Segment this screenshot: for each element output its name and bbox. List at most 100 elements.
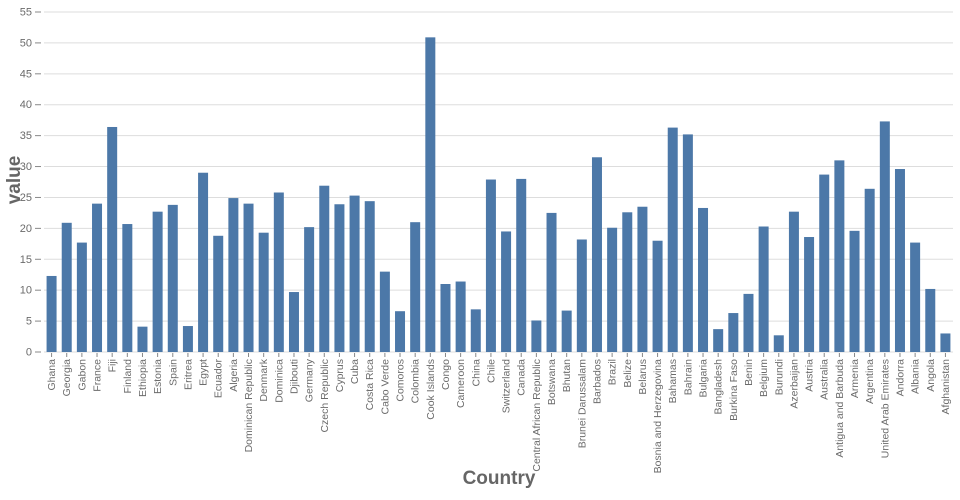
bar [743, 293, 754, 352]
x-tick-label: Dominica [273, 359, 285, 403]
bar [46, 275, 57, 352]
x-tick-label: Burkina Faso [728, 359, 740, 421]
bar [819, 174, 830, 352]
y-tick-label: 30 [20, 161, 32, 173]
x-tick-label: Cameroon [455, 359, 467, 408]
y-tick-label: 10 [20, 285, 32, 297]
bar [591, 157, 602, 352]
x-tick-label: Cyprus [334, 359, 346, 392]
bar [470, 309, 481, 352]
x-tick-label: Finland [122, 359, 134, 394]
x-tick-label: Burundi [773, 359, 785, 395]
x-tick-label: Austria [804, 359, 816, 392]
bar [122, 224, 133, 352]
y-tick-label: 50 [20, 37, 32, 49]
bar [561, 310, 572, 352]
bar [334, 204, 345, 352]
bar [682, 134, 693, 352]
bar [940, 333, 951, 352]
x-tick-label: France [92, 359, 104, 392]
bar [910, 242, 921, 352]
y-tick-label: 0 [26, 347, 32, 359]
x-tick-label: Botswana [546, 359, 558, 405]
x-tick-label: Fiji [107, 359, 119, 372]
bar [182, 326, 193, 352]
x-tick-label: Germany [304, 358, 316, 402]
y-tick-label: 40 [20, 99, 32, 111]
x-tick-label: Andorra [894, 359, 906, 397]
bar [213, 235, 224, 352]
x-tick-label: Cook Islands [425, 359, 437, 420]
bar [92, 203, 103, 352]
bar [516, 178, 527, 352]
x-tick-label: Ghana [46, 359, 58, 391]
bar [410, 222, 421, 352]
x-tick-label: Chile [485, 359, 497, 383]
bar [379, 271, 390, 352]
y-tick-label: 35 [20, 130, 32, 142]
x-tick-label: Angola [925, 359, 937, 392]
bar [243, 203, 254, 352]
x-tick-label: Bangladesh [713, 359, 725, 415]
x-tick-label: Central African Republic [531, 359, 543, 472]
x-tick-label: Czech Republic [319, 359, 331, 433]
bar [728, 313, 739, 352]
x-tick-label: Bosnia and Herzegovina [652, 359, 664, 474]
x-tick-label: Dominican Republic [243, 359, 255, 452]
x-tick-label: China [470, 359, 482, 387]
bar [228, 198, 239, 352]
x-axis-title: Country [462, 468, 536, 489]
x-tick-label: Switzerland [501, 359, 513, 413]
bar [698, 207, 709, 352]
bar [637, 206, 648, 352]
bar [258, 232, 269, 352]
bar [713, 329, 724, 352]
bar [531, 320, 542, 352]
bar [849, 230, 860, 352]
bar [758, 226, 769, 352]
y-axis-title: value [4, 155, 25, 205]
x-tick-label: Ecuador [213, 358, 225, 398]
x-tick-label: United Arab Emirates [879, 359, 891, 458]
bar [198, 172, 209, 352]
x-tick-label: Barbados [591, 359, 603, 404]
bar [425, 37, 436, 352]
bar [576, 239, 587, 352]
bar [622, 212, 633, 352]
x-tick-label: Bahamas [667, 359, 679, 403]
x-tick-label: Algeria [228, 359, 240, 392]
bar [894, 169, 905, 352]
x-tick-label: Australia [819, 359, 831, 400]
x-tick-label: Estonia [152, 359, 164, 394]
bar [288, 292, 299, 352]
bar [607, 227, 618, 352]
x-tick-label: Colombia [410, 359, 422, 404]
x-tick-label: Denmark [258, 358, 270, 401]
bar [925, 288, 936, 352]
y-tick-label: 55 [20, 7, 32, 19]
x-tick-label: Egypt [198, 359, 210, 386]
bar [455, 281, 466, 352]
bar [879, 121, 890, 352]
x-tick-label: Georgia [61, 359, 73, 397]
bar [788, 211, 799, 352]
y-tick-label: 45 [20, 68, 32, 80]
y-tick-label: 5 [26, 316, 32, 328]
x-tick-label: Belgium [758, 359, 770, 397]
x-tick-label: Antigua and Barbuda [834, 359, 846, 458]
x-tick-label: Congo [440, 359, 452, 390]
bar [667, 127, 678, 352]
bar [76, 242, 87, 352]
x-tick-label: Bhutan [561, 359, 573, 392]
x-tick-label: Cuba [349, 359, 361, 384]
x-tick-label: Bulgaria [698, 359, 710, 398]
bar [804, 237, 815, 352]
x-tick-label: Cabo Verde [379, 359, 391, 415]
y-tick-label: 15 [20, 254, 32, 266]
x-tick-label: Spain [167, 359, 179, 386]
x-tick-label: Afghanistan [940, 359, 952, 415]
bar [273, 192, 284, 352]
x-tick-label: Comoros [395, 359, 407, 402]
x-tick-label: Bahrain [682, 359, 694, 395]
